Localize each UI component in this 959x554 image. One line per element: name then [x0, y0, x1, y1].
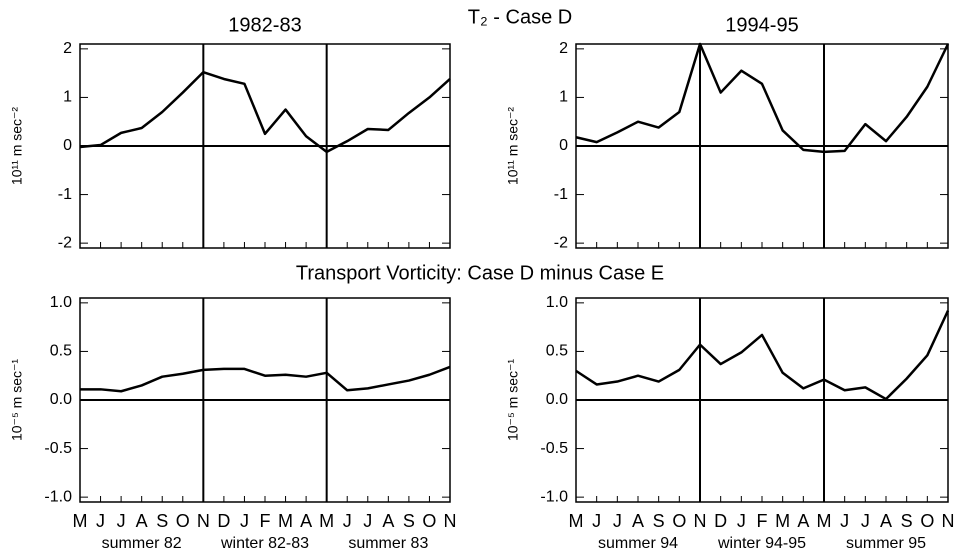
y-tick-label: -2 — [58, 234, 72, 251]
x-tick-label: A — [382, 511, 394, 531]
y-tick-label: -1 — [554, 186, 568, 203]
x-tick-label: S — [156, 511, 168, 531]
y-axis-label: 10¹¹ m sec⁻² — [9, 107, 25, 186]
x-tick-label: D — [714, 511, 727, 531]
x-tick-label: M — [817, 511, 832, 531]
y-tick-label: -1 — [58, 186, 72, 203]
x-tick-label: J — [363, 511, 372, 531]
x-tick-label: A — [136, 511, 148, 531]
y-tick-label: 1 — [63, 89, 72, 106]
y-tick-label: 1.0 — [546, 294, 568, 311]
x-tick-label: M — [278, 511, 293, 531]
y-tick-label: 0.5 — [50, 343, 72, 360]
y-tick-label: 1.0 — [50, 294, 72, 311]
y-tick-label: 1 — [559, 89, 568, 106]
x-tick-label: S — [901, 511, 913, 531]
x-tick-label: J — [117, 511, 126, 531]
y-tick-label: -1.0 — [540, 488, 568, 505]
y-tick-label: 0 — [559, 137, 568, 154]
data-line — [79, 70, 451, 154]
x-tick-label: J — [613, 511, 622, 531]
y-tick-label: -1.0 — [44, 488, 72, 505]
y-tick-label: -0.5 — [540, 440, 568, 457]
y-axis-label: 10⁻⁵ m sec⁻¹ — [9, 359, 25, 441]
x-tick-label: M — [319, 511, 334, 531]
x-tick-label: O — [422, 511, 436, 531]
x-tick-label: J — [840, 511, 849, 531]
panel-title: 1982-83 — [228, 14, 301, 36]
data-line — [80, 365, 451, 393]
x-tick-label: O — [176, 511, 190, 531]
season-label: summer 95 — [846, 535, 926, 552]
y-tick-label: 0.0 — [546, 391, 568, 408]
season-label: winter 82-83 — [220, 535, 309, 552]
x-tick-label: O — [672, 511, 686, 531]
x-tick-label: J — [240, 511, 249, 531]
x-tick-label: M — [569, 511, 584, 531]
season-label: summer 94 — [598, 535, 678, 552]
x-tick-label: J — [343, 511, 352, 531]
figure-title: T₂ - Case D — [468, 6, 572, 28]
data-line — [575, 310, 950, 401]
y-tick-label: 0.0 — [50, 391, 72, 408]
x-tick-label: J — [96, 511, 105, 531]
y-axis-label: 10¹¹ m sec⁻² — [505, 107, 521, 186]
x-tick-label: N — [444, 511, 457, 531]
x-tick-label: J — [737, 511, 746, 531]
x-tick-label: N — [197, 511, 210, 531]
x-tick-label: S — [403, 511, 415, 531]
y-tick-label: -0.5 — [44, 440, 72, 457]
x-tick-label: N — [942, 511, 955, 531]
y-tick-label: -2 — [554, 234, 568, 251]
y-axis-label: 10⁻⁵ m sec⁻¹ — [505, 359, 521, 441]
x-tick-label: F — [260, 511, 271, 531]
x-tick-label: J — [592, 511, 601, 531]
x-tick-label: A — [880, 511, 892, 531]
x-tick-label: A — [632, 511, 644, 531]
x-tick-label: S — [653, 511, 665, 531]
x-tick-label: A — [300, 511, 312, 531]
x-tick-label: M — [73, 511, 88, 531]
y-tick-label: 0 — [63, 137, 72, 154]
x-tick-label: F — [757, 511, 768, 531]
x-tick-label: J — [861, 511, 870, 531]
y-tick-label: 2 — [559, 40, 568, 57]
y-tick-label: 0.5 — [546, 343, 568, 360]
data-line — [575, 42, 950, 154]
season-label: summer 82 — [102, 535, 182, 552]
row-title: Transport Vorticity: Case D minus Case E — [296, 262, 664, 284]
y-tick-label: 2 — [63, 40, 72, 57]
panel-title: 1994-95 — [725, 14, 798, 36]
x-tick-label: A — [797, 511, 809, 531]
x-tick-label: O — [920, 511, 934, 531]
x-tick-label: M — [775, 511, 790, 531]
season-label: summer 83 — [348, 535, 428, 552]
x-tick-label: D — [217, 511, 230, 531]
season-label: winter 94-95 — [717, 535, 806, 552]
x-tick-label: N — [694, 511, 707, 531]
